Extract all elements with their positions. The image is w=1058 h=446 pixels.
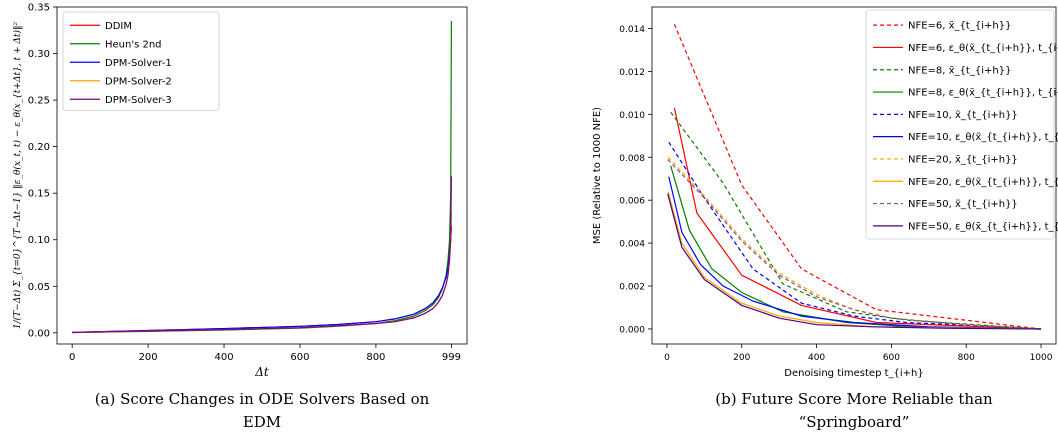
chart-a: 0 200 400 600 800 999 0.00 0.05 0.10 0.15 0.20 0.25…	[12, 3, 468, 431]
legend-label: NFE=50, x̃_{t_{i+h}}	[908, 198, 1018, 210]
chart-a-y-axis-label: 1/(T−Δt) Σ_{t=0}^{T−Δt−1} ‖ε_θ(x_t, t) −…	[12, 21, 23, 329]
y-tick-label: 0.000	[619, 325, 645, 335]
series-line	[670, 165, 1042, 330]
y-tick-label: 0.002	[619, 283, 645, 293]
x-tick-label: 800	[958, 353, 975, 363]
legend-label: NFE=6, ε_θ(x̃_{t_{i+h}}, t_{i+h})	[908, 42, 1058, 54]
chart-a-caption-line-1: (a) Score Changes in ODE Solvers Based o…	[95, 390, 430, 408]
x-tick-label: 400	[214, 352, 233, 363]
series-line	[667, 158, 1042, 330]
series-line	[673, 107, 1042, 330]
legend-label: NFE=6, x̃_{t_{i+h}}	[908, 20, 1011, 32]
y-tick-label: 0.30	[28, 49, 50, 60]
chart-b-plot-frame	[651, 6, 1057, 345]
chart-a-legend: DDIM Heun's 2nd DPM-Solver-1 DPM-Solver-2 DP…	[62, 11, 220, 111]
legend-label: DDIM	[105, 21, 132, 32]
legend-label: DPM-Solver-2	[105, 76, 172, 87]
series-line	[72, 176, 452, 334]
series-line	[667, 193, 1042, 330]
x-tick-label: 200	[733, 353, 750, 363]
x-tick-label: 400	[808, 353, 825, 363]
chart-a-ticks: 0 200 400 600 800 999 0.00 0.05 0.10 0.15 0.20 0.25…	[28, 3, 461, 364]
chart-b-y-axis-label: MSE (Relative to 1000 NFE)	[592, 107, 603, 244]
x-tick-label: 999	[442, 352, 461, 363]
y-tick-label: 0.004	[619, 240, 645, 250]
x-tick-label: 200	[139, 352, 158, 363]
chart-b-caption-line-1: (b) Future Score More Reliable than	[715, 390, 993, 408]
legend-label: DPM-Solver-3	[105, 95, 172, 106]
chart-b-series-lines	[667, 23, 1042, 330]
y-tick-label: 0.15	[28, 189, 50, 200]
chart-b-ticks: 0 200 400 600 800 1000 0.000 0.002 0.004 0.006 0.0…	[619, 25, 1053, 363]
x-tick-label: 600	[883, 353, 900, 363]
y-tick-label: 0.10	[28, 235, 50, 246]
legend-label: NFE=20, x̃_{t_{i+h}}	[908, 153, 1018, 165]
legend-label: NFE=10, x̃_{t_{i+h}}	[908, 109, 1018, 121]
y-tick-label: 0.00	[28, 328, 50, 339]
series-line	[72, 211, 452, 334]
chart-a-plot-frame	[56, 6, 468, 345]
legend-label: NFE=10, ε_θ(x̃_{t_{i+h}}, t_{i+h})	[908, 131, 1058, 143]
x-tick-label: 800	[366, 352, 385, 363]
legend-label: Heun's 2nd	[105, 39, 162, 50]
y-tick-label: 0.05	[28, 282, 50, 293]
x-tick-label: 0	[69, 352, 75, 363]
y-tick-label: 0.010	[619, 111, 645, 121]
y-tick-label: 0.008	[619, 154, 645, 164]
legend-label: NFE=20, ε_θ(x̃_{t_{i+h}}, t_{i+h})	[908, 176, 1058, 188]
y-tick-label: 0.012	[619, 68, 645, 78]
chart-a-caption-line-2: EDM	[243, 413, 281, 431]
legend-label: NFE=8, ε_θ(x̃_{t_{i+h}}, t_{i+h})	[908, 87, 1058, 99]
legend-label: NFE=50, ε_θ(x̃_{t_{i+h}}, t_{i+h})	[908, 220, 1058, 232]
series-line	[72, 225, 452, 333]
y-tick-label: 0.35	[28, 3, 50, 14]
series-line	[668, 141, 1042, 330]
chart-b: 0 200 400 600 800 1000 0.000 0.002 0.004 0.006 0.0…	[592, 6, 1058, 431]
x-tick-label: 0	[664, 353, 670, 363]
y-tick-label: 0.20	[28, 142, 50, 153]
legend-box	[62, 11, 220, 111]
x-tick-label: 600	[290, 352, 309, 363]
y-tick-label: 0.25	[28, 96, 50, 107]
legend-box	[865, 9, 1055, 240]
chart-b-legend: NFE=6, x̃_{t_{i+h}} NFE=6, ε_θ(x̃_{t_{i+h…	[865, 9, 1058, 240]
chart-a-series-lines	[72, 20, 452, 334]
y-tick-label: 0.006	[619, 197, 645, 207]
series-line	[72, 225, 452, 333]
series-line	[668, 176, 1042, 330]
chart-b-x-axis-label: Denoising timestep t_{i+h}	[784, 368, 923, 379]
legend-label: NFE=8, x̃_{t_{i+h}}	[908, 64, 1011, 76]
x-tick-label: 1000	[1030, 353, 1053, 363]
chart-a-x-axis-label: Δt	[254, 365, 269, 379]
legend-label: DPM-Solver-1	[105, 58, 172, 69]
y-tick-label: 0.014	[619, 25, 645, 35]
chart-b-caption-line-2: “Springboard”	[799, 413, 910, 431]
